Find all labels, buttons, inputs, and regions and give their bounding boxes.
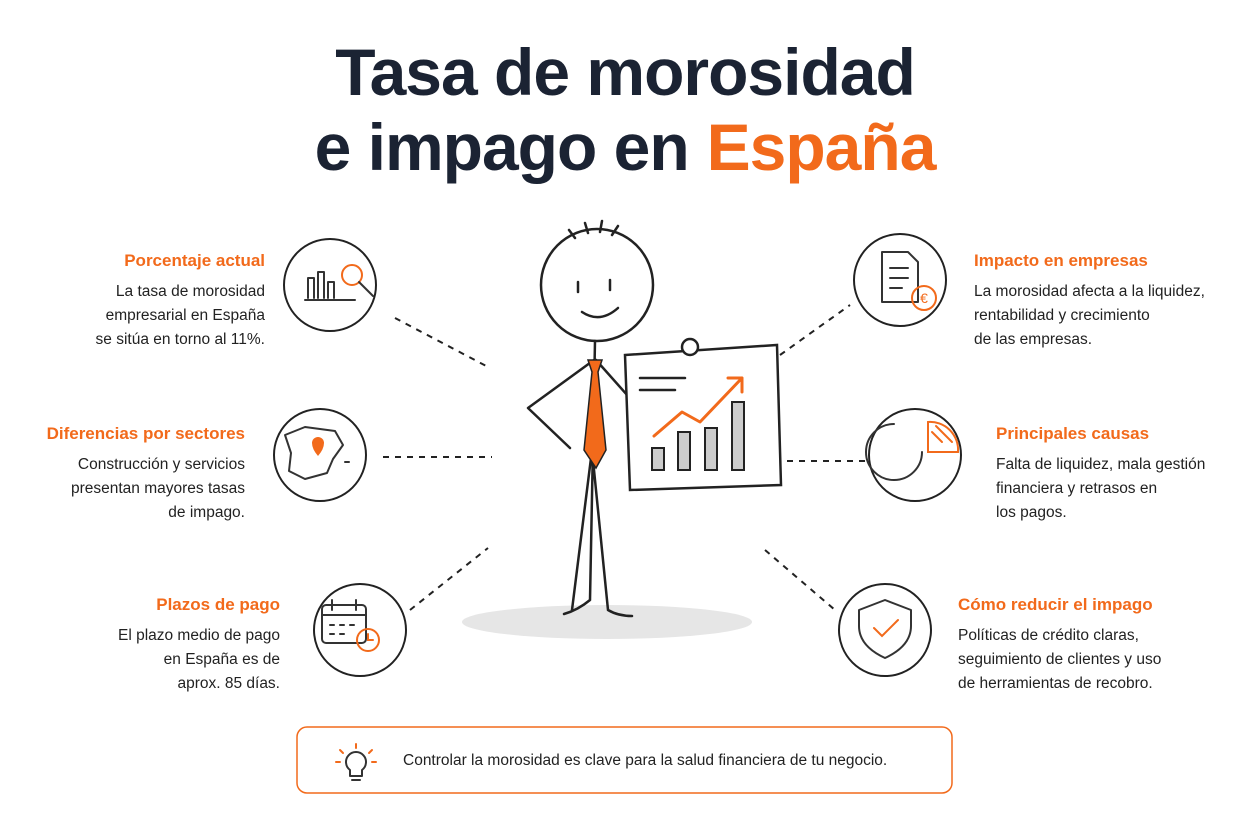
head xyxy=(539,227,655,343)
icon-calendar-detail xyxy=(321,599,367,635)
board-bars xyxy=(651,401,745,471)
item-heading: Cómo reducir el impago xyxy=(958,595,1153,614)
connectors xyxy=(383,304,865,611)
item-text: de las empresas. xyxy=(974,331,1092,348)
item-heading: Impacto en empresas xyxy=(974,251,1148,270)
icon-ring xyxy=(853,233,947,327)
footer-box xyxy=(296,726,953,794)
icon-clock-hands xyxy=(367,633,374,641)
icon-shield xyxy=(858,599,912,659)
item-text: de herramientas de recobro. xyxy=(958,675,1153,692)
icon-lens xyxy=(341,264,363,286)
connector xyxy=(409,547,489,611)
item-text: se sitúa en torno al 11%. xyxy=(96,331,265,348)
title-line-2: e impago en España xyxy=(315,110,938,184)
bulb xyxy=(345,751,367,781)
icon-ring xyxy=(273,408,367,502)
item-text: Construcción y servicios xyxy=(78,456,245,473)
shadow xyxy=(462,605,752,639)
pin xyxy=(680,337,700,357)
item-text: los pagos. xyxy=(996,504,1067,521)
icon-chart xyxy=(304,271,356,301)
item-heading: Plazos de pago xyxy=(156,595,280,614)
connector xyxy=(394,317,491,369)
icon-ring xyxy=(313,583,407,677)
body xyxy=(526,339,670,618)
icon-euro xyxy=(911,285,937,311)
icon-handle xyxy=(358,281,374,297)
item-text: seguimiento de clientes y uso xyxy=(958,651,1161,668)
board-trend xyxy=(652,376,744,438)
item-text: en España es de xyxy=(164,651,280,668)
face xyxy=(576,278,620,319)
item-text: empresarial en España xyxy=(106,307,266,324)
title-line-1: Tasa de morosidad xyxy=(335,35,915,109)
footer-text: Controlar la morosidad es clave para la … xyxy=(403,752,887,769)
hair xyxy=(567,219,620,240)
bulb-rays xyxy=(335,743,377,763)
items: Porcentaje actual La tasa de morosidad emp… xyxy=(47,251,1206,692)
item-heading: Diferencias por sectores xyxy=(47,424,245,443)
item-text: presentan mayores tasas xyxy=(71,480,245,497)
icons: € xyxy=(273,233,962,677)
connector xyxy=(779,304,851,356)
item-text: La morosidad afecta a la liquidez, xyxy=(974,283,1205,300)
stick-figure xyxy=(462,219,783,639)
item-text: Políticas de crédito claras, xyxy=(958,627,1139,644)
icon-ring xyxy=(838,583,932,677)
item-text: El plazo medio de pago xyxy=(118,627,280,644)
item-heading: Porcentaje actual xyxy=(124,251,265,270)
icon-calendar xyxy=(321,604,367,644)
icon-pie xyxy=(865,423,923,481)
item-text: de impago. xyxy=(168,504,245,521)
board-text xyxy=(638,376,687,392)
title-text: e impago en xyxy=(315,110,689,184)
connector xyxy=(764,549,836,611)
item-text: financiera y retrasos en xyxy=(996,480,1157,497)
item-text: La tasa de morosidad xyxy=(116,283,265,300)
icon-ring xyxy=(868,408,962,502)
icon-pin xyxy=(312,437,324,456)
icon-euro-sign: € xyxy=(920,290,928,306)
item-text: rentabilidad y crecimiento xyxy=(974,307,1150,324)
bulb-icon xyxy=(335,743,377,781)
title-highlight: España xyxy=(707,110,938,184)
icon-check xyxy=(873,619,899,638)
icon-ring xyxy=(283,238,377,332)
item-heading: Principales causas xyxy=(996,424,1149,443)
icon-pie-slice xyxy=(927,420,960,453)
item-text: aprox. 85 días. xyxy=(177,675,280,692)
icon-clock xyxy=(356,628,380,652)
icon-document xyxy=(881,251,919,303)
icon-map xyxy=(284,426,350,480)
item-text: Falta de liquidez, mala gestión xyxy=(996,456,1205,473)
tie xyxy=(583,359,607,470)
